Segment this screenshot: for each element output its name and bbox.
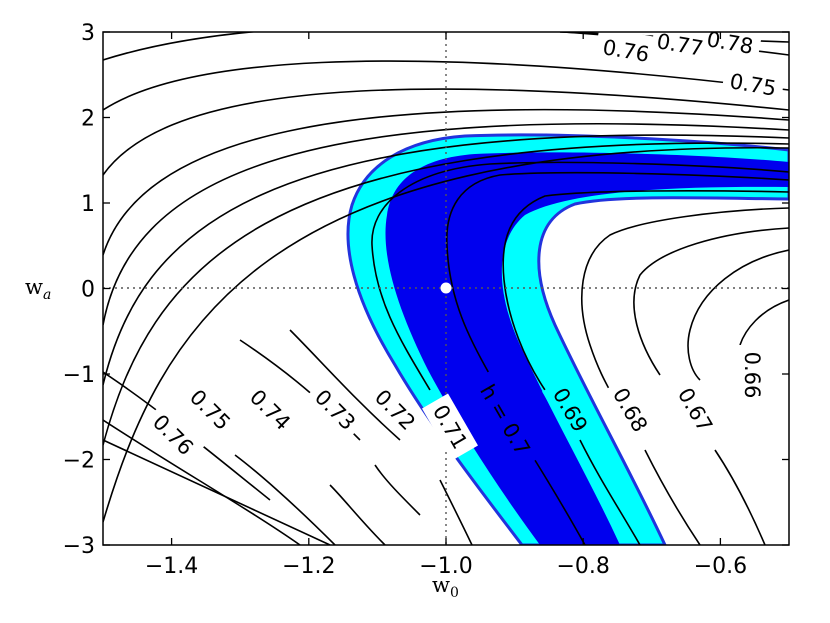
contour-line <box>103 122 789 326</box>
contour-line <box>234 454 336 545</box>
confidence-regions <box>346 133 789 545</box>
contour-line <box>289 329 401 441</box>
x-tick-label: −1.2 <box>282 554 335 579</box>
y-tick-label: −3 <box>63 534 95 559</box>
y-tick-label: 2 <box>81 107 95 132</box>
contour-line <box>446 171 789 376</box>
y-tick-label: 0 <box>81 278 95 303</box>
contour-line <box>502 190 789 391</box>
contour-line <box>103 439 331 545</box>
contour-label-layer <box>141 21 786 471</box>
y-axis-ticks: −3 −2 −1 0 1 2 3 <box>63 21 789 559</box>
contour-line <box>579 439 641 545</box>
x-tick-label: −1.4 <box>145 554 198 579</box>
contour-line <box>439 479 473 545</box>
contour-line <box>687 249 789 381</box>
contour-line <box>644 449 701 545</box>
contour-line <box>581 207 789 401</box>
y-tick-label: 1 <box>81 192 95 217</box>
x-tick-label: −0.6 <box>694 554 747 579</box>
x-tick-label: −1.0 <box>419 554 472 579</box>
y-axis-label: wa <box>25 275 51 303</box>
fiducial-point <box>440 282 452 294</box>
y-tick-label: 3 <box>81 21 95 46</box>
y-tick-label: −2 <box>63 449 95 474</box>
contour-line <box>329 484 386 545</box>
contour-line <box>714 449 766 545</box>
contour-line <box>371 161 789 391</box>
x-axis-label: w0 <box>432 573 459 601</box>
contour-label: 0.66 <box>740 352 764 399</box>
contour-line <box>374 464 421 516</box>
contour-line <box>633 227 789 376</box>
contour-line <box>103 60 789 111</box>
x-tick-label: −0.8 <box>556 554 609 579</box>
contour-line <box>103 142 789 446</box>
inner-confidence-region <box>385 152 789 545</box>
y-tick-label: −1 <box>63 363 95 388</box>
contour-line <box>103 88 789 176</box>
contour-line <box>103 419 301 545</box>
x-axis-ticks: −1.4 −1.2 −1.0 −0.8 −0.6 <box>145 32 747 579</box>
contour-line <box>103 108 789 256</box>
contour-line <box>739 299 789 346</box>
contour-line <box>103 134 789 386</box>
